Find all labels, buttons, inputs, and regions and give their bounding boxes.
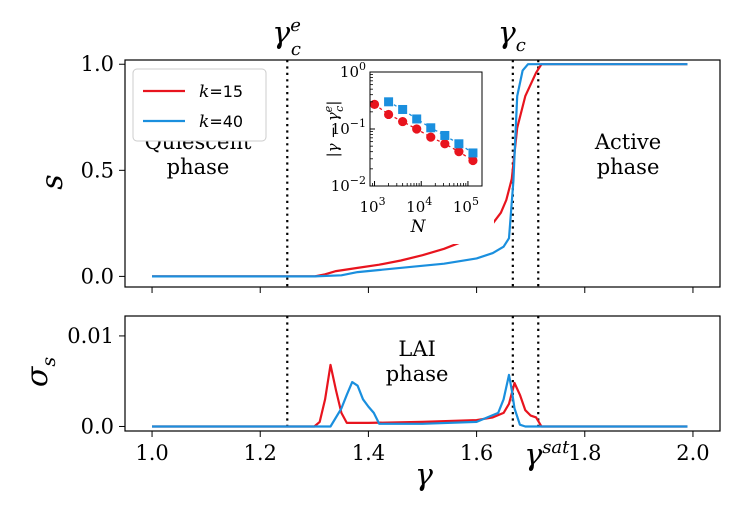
inset-point-k15 [383, 109, 394, 120]
inset-point-k40 [412, 114, 422, 124]
inset-point-k15 [440, 139, 450, 149]
bottom-ytick-label: 0.01 [67, 324, 114, 348]
top-ytick-label: 0.5 [81, 158, 114, 182]
bottom-series-k40-line [152, 373, 688, 428]
bottom-xlabel: γ [415, 458, 433, 493]
bottom-ytick-label: 0.0 [81, 414, 114, 438]
top-ytick-label: 0.0 [81, 264, 114, 288]
top-axes-frame [124, 59, 721, 288]
bottom-xtick-label: 2.0 [676, 441, 709, 465]
legend-label-k15: k=15 [199, 82, 243, 102]
inset-point-k40 [440, 130, 450, 140]
legend-label-k40: k=40 [199, 112, 243, 132]
inset-point-k15 [426, 132, 436, 142]
inset-ytick-label: 100 [340, 60, 366, 81]
bottom-series-k15-line [152, 363, 688, 428]
inset-point-k15 [398, 116, 408, 127]
top-vline-label: γc [498, 16, 526, 56]
top-phase-label: Active phase [594, 130, 661, 179]
bottom-xtick-label: 1.6 [460, 441, 493, 465]
inset-xlabel: N [410, 217, 427, 237]
inset-ytick-label: 10−2 [331, 174, 366, 195]
inset-point-k40 [468, 148, 478, 158]
inset-xtick-label: 103 [359, 195, 385, 216]
inset-point-k40 [398, 104, 408, 114]
inset-point-k15 [468, 155, 478, 166]
inset-xtick-label: 104 [406, 195, 432, 216]
inset-ytick-label: 10−1 [331, 117, 366, 138]
bottom-axes-frame [124, 315, 721, 432]
inset-background [326, 68, 494, 244]
inset-point-k40 [426, 123, 436, 133]
top-series-k40-line [152, 63, 688, 278]
inset-xtick-label: 105 [453, 195, 479, 216]
inset-ylabel: |γ − γec| [322, 101, 346, 158]
bottom-vline-label: γsat [524, 437, 570, 473]
bottom-xtick-label: 1.2 [244, 441, 277, 465]
bottom-phase-label: LAI phase [386, 337, 449, 386]
bottom-xtick-label: 1.0 [135, 441, 168, 465]
bottom-panel: 1.0 1.2 1.4 1.6 1.8 2.0 0.0 0.01 LAI phase γsat γ σs [20, 315, 721, 493]
top-ylabel: s [35, 174, 70, 189]
bottom-ylabel: σs [20, 357, 60, 387]
inset-point-k15 [412, 124, 422, 134]
bottom-xtick-label: 1.8 [568, 441, 601, 465]
inset-point-k15 [454, 147, 464, 157]
bottom-xtick-label: 1.4 [352, 441, 385, 465]
legend-box [132, 68, 267, 142]
top-vline-label: γe c [272, 15, 301, 60]
inset-point-k40 [384, 97, 394, 107]
top-ytick-label: 1.0 [81, 52, 114, 76]
inset-point-k15 [369, 99, 380, 110]
inset-panel: 103 104 105 10−2 10−1 100 N |γ − γec| [322, 60, 494, 244]
legend: k=15 k=40 [132, 68, 267, 142]
inset-point-k40 [454, 139, 464, 149]
